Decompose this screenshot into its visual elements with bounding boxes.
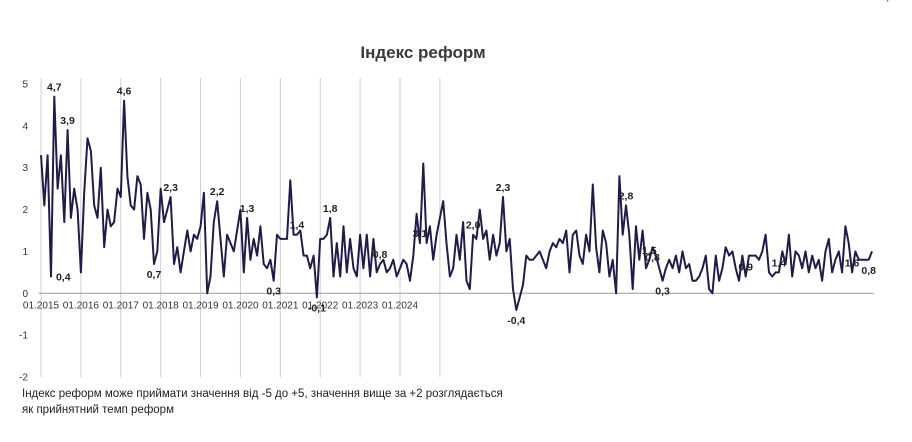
data-label: 1,6 — [845, 257, 860, 269]
y-tick-label: 3 — [22, 163, 28, 174]
footnote-line-2: як прийнятний темп реформ — [22, 404, 174, 416]
x-tick-label: 01.2018 — [143, 300, 180, 311]
y-tick-label: -1 — [19, 331, 28, 342]
data-label: 3,9 — [60, 115, 75, 127]
data-label: 1,3 — [240, 203, 255, 215]
data-label: 0,4 — [56, 272, 71, 284]
x-tick-label: 01.2020 — [222, 300, 259, 311]
data-label: 0,8 — [645, 252, 660, 264]
data-label: 0,7 — [147, 269, 162, 281]
data-label: 0,8 — [861, 265, 876, 277]
data-label: 1,8 — [323, 203, 338, 215]
x-tick-label: 01.2024 — [382, 300, 419, 311]
x-tick-label: 01.2023 — [342, 300, 379, 311]
data-label: 1,4 — [772, 257, 787, 269]
data-label: 2,2 — [210, 186, 225, 198]
data-label: 2,3 — [163, 182, 178, 194]
data-label: 1,4 — [290, 220, 305, 232]
x-tick-label: 01.2016 — [63, 300, 100, 311]
data-label: 0,3 — [266, 286, 281, 298]
footnote-line-1: Індекс реформ може приймати значення від… — [22, 388, 503, 400]
x-tick-label: 01.2015 — [23, 300, 60, 311]
data-labels: 4,7 0,4 3,9 4,6 0,7 2,3 2,2 1,3 0,3 1,4 -0,1 1,8 0,8… — [47, 0, 895, 327]
y-tick-label: 0 — [22, 289, 28, 300]
data-label: 2,8 — [619, 190, 634, 202]
x-tick-label: 01.2021 — [262, 300, 299, 311]
data-label: -0,1 — [308, 302, 326, 314]
y-tick-label: 4 — [22, 121, 28, 132]
series-line-group — [40, 95, 873, 311]
y-tick-label: 1 — [22, 247, 28, 258]
x-tick-label: 01.2019 — [182, 300, 219, 311]
y-tick-label: 5 — [22, 80, 28, 91]
data-label: 1,0 — [880, 0, 895, 3]
footnote: Індекс реформ може приймати значення від… — [22, 386, 622, 418]
data-label: 0,3 — [655, 286, 670, 298]
data-label: 2,3 — [496, 182, 511, 194]
y-tick-label: -2 — [19, 373, 28, 384]
data-label: 2,0 — [466, 220, 481, 232]
data-label: 4,6 — [117, 86, 132, 98]
data-label: 4,7 — [47, 82, 62, 94]
data-label: 0,9 — [738, 262, 753, 274]
x-axis: 01.2015 01.2016 01.2017 01.2018 01.2019 01.20… — [23, 292, 874, 311]
data-label: 0,8 — [373, 249, 388, 261]
data-label: 1,5 — [642, 245, 657, 257]
x-tick-label: 01.2017 — [103, 300, 140, 311]
y-tick-label: 2 — [22, 205, 28, 216]
chart-title: Індекс реформ — [360, 43, 485, 62]
data-label: 3,1 — [413, 228, 428, 240]
y-axis: 5 4 3 2 1 0 -1 -2 — [19, 80, 28, 384]
reform-index-series-line — [40, 95, 873, 311]
x-tick-label: 01.2022 — [302, 300, 339, 311]
data-label: -0,4 — [507, 315, 525, 327]
